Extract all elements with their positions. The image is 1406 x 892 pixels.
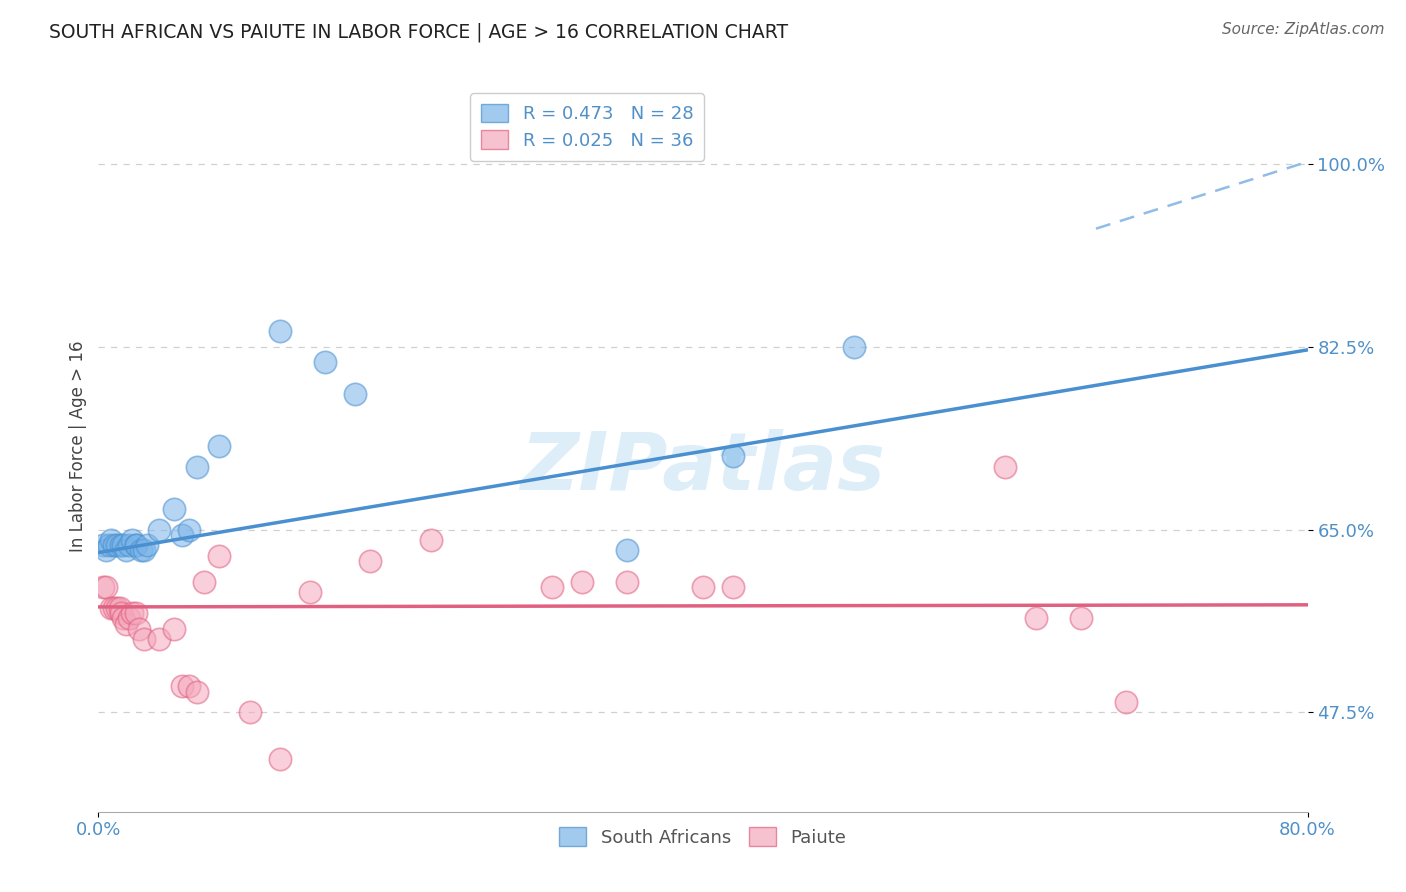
Point [540, 580, 562, 594]
Point [118, 611, 141, 625]
Point [193, 574, 215, 589]
Point [844, 825, 866, 839]
Point [125, 538, 148, 552]
Point [94, 543, 117, 558]
Point [98, 538, 121, 552]
Point [163, 501, 186, 516]
Point [148, 632, 170, 647]
Point [269, 324, 291, 338]
Point [170, 528, 193, 542]
Point [1070, 611, 1092, 625]
Point [269, 752, 291, 766]
Point [108, 601, 131, 615]
Legend: South Africans, Paiute: South Africans, Paiute [553, 820, 853, 854]
Point [179, 523, 201, 537]
Point [314, 355, 336, 369]
Point [344, 386, 367, 401]
Point [103, 538, 125, 552]
Text: SOUTH AFRICAN VS PAIUTE IN LABOR FORCE | AGE > 16 CORRELATION CHART: SOUTH AFRICAN VS PAIUTE IN LABOR FORCE |… [49, 22, 789, 42]
Point [170, 679, 193, 693]
Point [105, 601, 128, 615]
Point [129, 543, 152, 558]
Point [94, 580, 117, 594]
Point [110, 606, 132, 620]
Point [110, 538, 132, 552]
Point [179, 679, 201, 693]
Point [100, 533, 122, 547]
Point [994, 459, 1017, 474]
Point [208, 549, 231, 563]
Point [1024, 611, 1046, 625]
Point [111, 611, 134, 625]
Point [111, 538, 134, 552]
Point [1115, 695, 1137, 709]
Point [723, 450, 745, 464]
Point [239, 706, 262, 720]
Point [91, 580, 114, 594]
Point [186, 459, 208, 474]
Point [114, 616, 136, 631]
Point [121, 533, 143, 547]
Point [100, 601, 122, 615]
Point [360, 554, 382, 568]
Point [571, 574, 593, 589]
Point [163, 622, 186, 636]
Point [125, 606, 148, 620]
Point [121, 606, 143, 620]
Point [105, 538, 128, 552]
Text: ZIPatlas: ZIPatlas [520, 429, 886, 507]
Point [420, 533, 443, 547]
Point [299, 585, 322, 599]
Point [91, 538, 114, 552]
Point [132, 543, 155, 558]
Point [844, 340, 866, 354]
Point [125, 538, 148, 552]
Y-axis label: In Labor Force | Age > 16: In Labor Force | Age > 16 [69, 340, 87, 552]
Point [114, 543, 136, 558]
Point [128, 622, 150, 636]
Text: Source: ZipAtlas.com: Source: ZipAtlas.com [1222, 22, 1385, 37]
Point [692, 580, 714, 594]
Point [118, 538, 141, 552]
Point [208, 439, 231, 453]
Point [616, 574, 638, 589]
Point [186, 684, 208, 698]
Point [103, 601, 125, 615]
Point [135, 538, 157, 552]
Point [616, 543, 638, 558]
Point [723, 580, 745, 594]
Point [132, 632, 155, 647]
Point [148, 523, 170, 537]
